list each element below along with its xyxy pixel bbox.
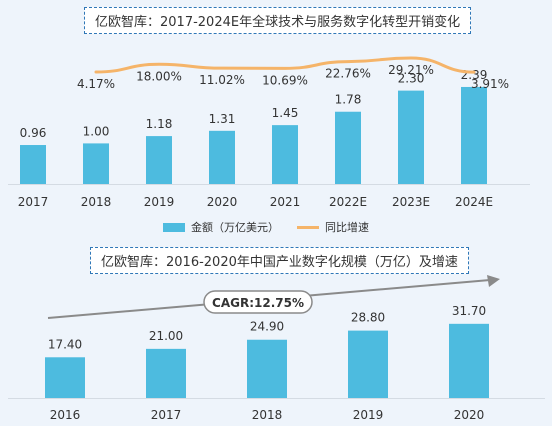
- chart1-growth-label: 11.02%: [199, 73, 245, 87]
- chart1-bar-value-label: 1.31: [209, 112, 236, 126]
- chart1-growth-label: 22.76%: [325, 67, 371, 81]
- chart2-bar-value-label: 31.70: [452, 304, 486, 318]
- chart1-x-tick-label: 2018: [81, 195, 112, 209]
- legend-line-swatch: [297, 225, 319, 229]
- cagr-label: CAGR:12.75%: [212, 296, 304, 310]
- legend-item-bar: 金额（万亿美元）: [163, 219, 279, 235]
- chart1-bar-value-label: 1.00: [83, 124, 110, 138]
- chart1-bar-value-label: 0.96: [20, 126, 47, 140]
- chart2-bar: [45, 357, 85, 398]
- chart1-growth-label: 3.91%: [471, 77, 509, 91]
- chart1-x-tick-label: 2021: [270, 195, 301, 209]
- legend-bar-label: 金额（万亿美元）: [191, 221, 279, 234]
- chart2-bar: [449, 323, 489, 398]
- chart1-x-tick-label: 2022E: [329, 195, 367, 209]
- chart1-bar: [461, 86, 487, 184]
- chart1-legend: 金额（万亿美元） 同比增速: [163, 219, 369, 235]
- chart1-bar-value-label: 1.78: [335, 93, 362, 107]
- chart1-growth-label: 10.69%: [262, 73, 308, 87]
- cagr-badge: [203, 290, 313, 314]
- chart2-bar: [146, 348, 186, 398]
- chart1-svg: 0.96 2017 1.00 2018 1.18 2019 1.31 2020 1.45 2021…: [8, 56, 530, 209]
- legend-line-label: 同比增速: [325, 221, 369, 234]
- chart1-bar: [335, 111, 361, 184]
- chart1-title: 亿欧智库：2017-2024E年全球技术与服务数字化转型开销变化: [84, 7, 472, 34]
- chart1-x-tick-label: 2024E: [455, 195, 493, 209]
- chart2-x-tick-label: 2018: [252, 408, 283, 422]
- chart1-bar: [209, 130, 235, 184]
- chart1-bar-value-label: 2.30: [398, 72, 425, 86]
- chart1-bar-value-label: 1.18: [146, 117, 173, 131]
- chart1-x-tick-label: 2023E: [392, 195, 430, 209]
- chart1-bar: [146, 136, 172, 184]
- chart1-bar: [20, 145, 46, 184]
- chart1-x-tick-label: 2019: [144, 195, 175, 209]
- chart1-bar: [83, 143, 109, 184]
- cagr-arrowhead: [487, 275, 500, 287]
- chart2-bar: [348, 330, 388, 398]
- chart1-growth-label: 18.00%: [136, 69, 182, 83]
- chart2-x-tick-label: 2019: [353, 408, 384, 422]
- chart2-x-tick-label: 2017: [151, 408, 182, 422]
- chart1-growth-label: 4.17%: [77, 77, 115, 91]
- chart2-x-tick-label: 2016: [50, 408, 81, 422]
- chart2-bar-value-label: 24.90: [250, 320, 284, 334]
- chart2-bar-value-label: 28.80: [351, 311, 385, 325]
- chart1-growth-label: 29.21%: [388, 63, 434, 77]
- chart2-bar-value-label: 21.00: [149, 329, 183, 343]
- chart1-bar: [398, 90, 424, 184]
- chart2-title: 亿欧智库：2016-2020年中国产业数字化规模（万亿）及增速: [90, 247, 469, 274]
- chart2-bar: [247, 339, 287, 398]
- chart1-bar-value-label: 1.45: [272, 106, 299, 120]
- chart1-bar: [272, 125, 298, 184]
- chart2-x-tick-label: 2020: [454, 408, 485, 422]
- chart2-bar-value-label: 17.40: [48, 337, 82, 351]
- chart1-x-tick-label: 2020: [207, 195, 238, 209]
- legend-bar-swatch: [163, 222, 185, 232]
- chart1-growth-line: [94, 56, 476, 74]
- chart1-x-tick-label: 2017: [18, 195, 49, 209]
- legend-item-line: 同比增速: [297, 219, 369, 235]
